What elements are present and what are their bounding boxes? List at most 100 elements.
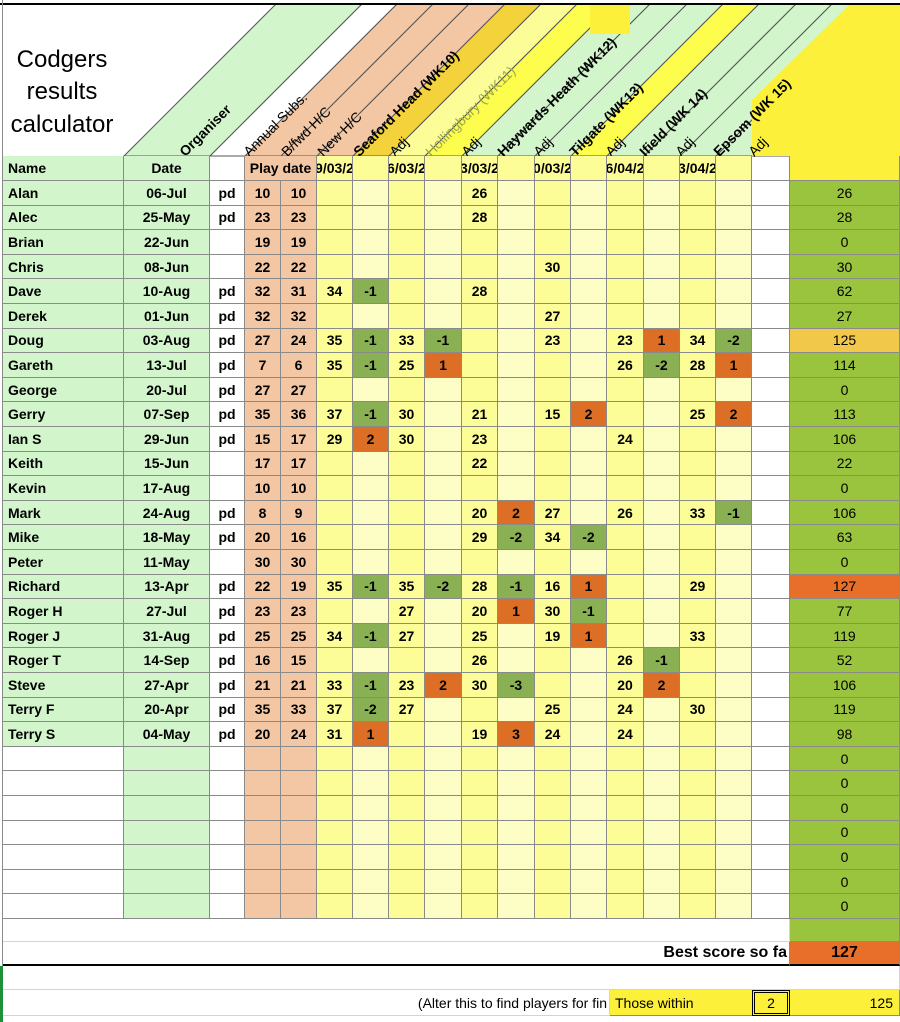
bfwd-handicap[interactable]: 21 [245,673,281,698]
new-handicap[interactable]: 24 [281,722,317,747]
new-handicap[interactable]: 16 [281,525,317,550]
adj-week-3[interactable] [498,550,535,575]
adj-week-6[interactable] [716,476,752,501]
score-week-4[interactable] [535,550,571,575]
score-week-4[interactable]: 34 [535,525,571,550]
score-week-5[interactable] [607,254,644,280]
score-week-6[interactable] [680,451,716,477]
organiser-date[interactable]: 04-May [124,722,210,747]
empty-date[interactable] [124,869,210,895]
score-week-4[interactable] [535,427,571,452]
adj-week-6[interactable] [716,205,752,231]
empty-score[interactable] [607,771,644,796]
bfwd-handicap[interactable]: 22 [245,254,281,280]
adj-week-5[interactable] [644,500,680,526]
adj-week-2[interactable] [425,550,462,575]
empty-adj[interactable] [353,894,389,919]
score-week-6[interactable] [680,254,716,280]
score-week-1[interactable] [317,599,353,624]
adj-week-5[interactable] [644,451,680,477]
adj-week-4[interactable]: -1 [571,599,607,624]
adj-week-3[interactable] [498,697,535,723]
adj-week-1[interactable]: 2 [353,427,389,452]
empty-score[interactable] [317,771,353,796]
score-week-6[interactable] [680,205,716,231]
subs-status[interactable]: pd [210,279,245,304]
empty-score[interactable] [680,771,716,796]
adj-week-5[interactable]: -1 [644,648,680,673]
new-handicap[interactable]: 10 [281,476,317,501]
bfwd-handicap[interactable]: 23 [245,599,281,624]
subs-status[interactable]: pd [210,353,245,378]
empty-score[interactable] [607,820,644,846]
bfwd-handicap[interactable]: 35 [245,697,281,723]
adj-week-2[interactable] [425,304,462,329]
score-week-2[interactable] [389,254,425,280]
score-week-4[interactable]: 27 [535,500,571,526]
adj-week-4[interactable] [571,353,607,378]
empty-adj[interactable] [644,894,680,919]
empty-bfwd[interactable] [245,746,281,772]
score-week-1[interactable]: 34 [317,623,353,649]
bfwd-handicap[interactable]: 25 [245,623,281,649]
adj-week-3[interactable]: 3 [498,722,535,747]
empty-adj[interactable] [498,820,535,846]
empty-bfwd[interactable] [245,771,281,796]
score-week-2[interactable] [389,550,425,575]
subs-status[interactable]: pd [210,623,245,649]
bfwd-handicap[interactable]: 10 [245,181,281,206]
adj-week-4[interactable] [571,673,607,698]
empty-bfwd[interactable] [245,869,281,895]
adj-week-6[interactable]: 1 [716,353,752,378]
subs-status[interactable]: pd [210,500,245,526]
empty-adj[interactable] [571,771,607,796]
bfwd-handicap[interactable]: 30 [245,550,281,575]
score-week-1[interactable]: 29 [317,427,353,452]
empty-name[interactable] [3,869,124,895]
adj-week-4[interactable] [571,377,607,403]
score-week-1[interactable]: 37 [317,402,353,427]
adj-week-4[interactable]: 1 [571,574,607,600]
player-name[interactable]: Gareth [3,353,124,378]
empty-score[interactable] [389,796,425,821]
score-week-3[interactable] [462,353,498,378]
empty-score[interactable] [389,746,425,772]
score-week-3[interactable]: 22 [462,451,498,477]
empty-score[interactable] [462,796,498,821]
empty-adj[interactable] [644,820,680,846]
empty-score[interactable] [389,771,425,796]
adj-week-1[interactable] [353,525,389,550]
score-week-4[interactable] [535,353,571,378]
adj-week-4[interactable] [571,279,607,304]
subs-status[interactable] [210,476,245,501]
player-name[interactable]: Dave [3,279,124,304]
adj-week-6[interactable] [716,550,752,575]
empty-score[interactable] [462,820,498,846]
adj-week-6[interactable] [716,599,752,624]
adj-week-5[interactable] [644,427,680,452]
score-week-2[interactable] [389,500,425,526]
adj-week-2[interactable] [425,230,462,255]
adj-week-5[interactable] [644,525,680,550]
empty-adj[interactable] [353,771,389,796]
bfwd-handicap[interactable]: 20 [245,525,281,550]
adj-week-1[interactable] [353,476,389,501]
empty-adj[interactable] [644,771,680,796]
adj-week-3[interactable] [498,476,535,501]
empty-adj[interactable] [571,820,607,846]
score-week-4[interactable]: 25 [535,697,571,723]
empty-date[interactable] [124,845,210,870]
score-week-1[interactable] [317,304,353,329]
adj-week-2[interactable]: 2 [425,673,462,698]
player-name[interactable]: Keith [3,451,124,477]
score-week-6[interactable] [680,599,716,624]
score-week-2[interactable]: 30 [389,402,425,427]
player-name[interactable]: Terry F [3,697,124,723]
adj-week-4[interactable]: 2 [571,402,607,427]
empty-date[interactable] [124,746,210,772]
empty-score[interactable] [317,894,353,919]
subs-status[interactable]: pd [210,427,245,452]
adj-week-3[interactable]: 2 [498,500,535,526]
score-week-3[interactable] [462,304,498,329]
score-week-2[interactable] [389,377,425,403]
